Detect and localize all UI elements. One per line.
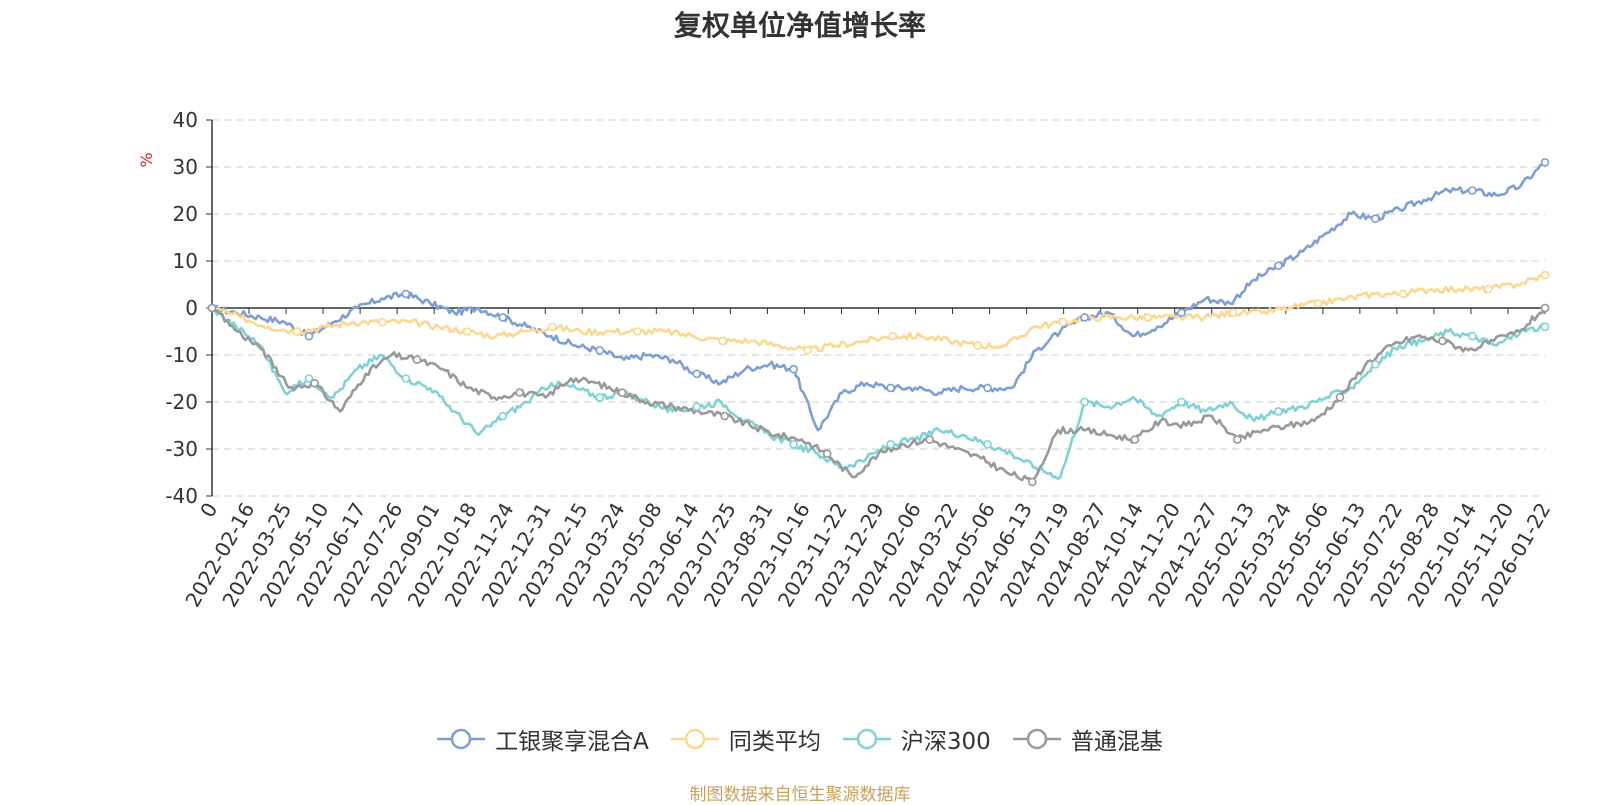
line-chart: -40 -30 -20 -10 0 10 20 30 40 02022-02-162022-03… <box>137 108 1555 611</box>
series-lines <box>211 161 1547 484</box>
axes <box>206 119 1546 497</box>
series-marker <box>1274 261 1283 271</box>
series-marker <box>304 331 314 341</box>
series-marker <box>1540 322 1550 332</box>
series-marker <box>1483 284 1493 294</box>
series-marker <box>1540 270 1550 280</box>
series-marker <box>886 383 895 393</box>
y-tick-label: 20 <box>173 202 198 226</box>
series-marker <box>718 336 727 346</box>
series-marker <box>983 439 992 449</box>
series-marker <box>1540 303 1550 313</box>
chart-title: 复权单位净值增长率 <box>673 9 926 42</box>
y-tick-label: -30 <box>165 437 198 461</box>
series-marker <box>983 383 992 393</box>
legend-label: 普通混基 <box>1070 729 1163 755</box>
series-marker <box>1371 214 1380 223</box>
series-marker <box>692 369 702 379</box>
series-marker <box>1080 313 1089 322</box>
series-marker <box>1080 397 1089 407</box>
y-tick-label: -20 <box>165 390 198 414</box>
series-marker <box>595 345 605 355</box>
series-marker <box>1467 186 1477 195</box>
y-tick-label: 40 <box>173 108 198 132</box>
legend-swatch <box>1012 728 1061 750</box>
series-marker <box>498 411 508 421</box>
series-marker <box>886 439 895 449</box>
series-marker <box>1467 331 1477 341</box>
legend-item[interactable]: 工银聚享混合A <box>437 722 649 756</box>
legend-swatch <box>842 728 891 750</box>
series-marker <box>822 449 832 459</box>
legend-label: 同类平均 <box>728 729 821 755</box>
legend-label: 工银聚享混合A <box>495 729 649 755</box>
series-marker <box>1028 477 1037 487</box>
series-marker <box>789 439 798 449</box>
y-tick-label: 0 <box>185 296 198 320</box>
series-marker <box>207 303 217 313</box>
legend-item[interactable]: 同类平均 <box>670 722 821 756</box>
series-marker <box>720 411 729 421</box>
series-marker <box>789 364 798 374</box>
series-line <box>211 307 1547 484</box>
series-marker <box>310 378 319 388</box>
y-tick-label: 10 <box>173 249 198 273</box>
y-tick-label: 30 <box>173 155 198 179</box>
series-marker <box>1335 392 1345 402</box>
legend: 工银聚享混合A 同类平均 沪深300 普通混基 <box>0 722 1600 756</box>
y-tick-label: -40 <box>165 484 198 508</box>
x-tick-label: 0 <box>195 499 222 522</box>
series-marker <box>1228 308 1238 318</box>
series-marker <box>595 392 605 402</box>
series-marker <box>1143 313 1153 322</box>
series-marker <box>1371 360 1380 369</box>
series-marker <box>1177 397 1186 407</box>
series-marker <box>1058 317 1068 327</box>
series-marker <box>515 388 524 397</box>
series-marker <box>888 331 897 341</box>
series-marker <box>292 327 302 336</box>
series-marker <box>617 388 627 397</box>
series-marker <box>412 355 422 365</box>
series-marker <box>377 317 387 327</box>
x-tick-labels: 02022-02-162022-03-252022-05-102022-06-1… <box>180 498 1555 611</box>
series-marker <box>498 313 508 322</box>
series-marker <box>304 374 314 383</box>
series-line <box>211 306 1546 481</box>
series-marker <box>401 374 411 383</box>
y-tick-label: -10 <box>165 343 198 367</box>
series-marker <box>633 327 642 336</box>
series-line <box>211 161 1546 432</box>
legend-item[interactable]: 沪深300 <box>842 722 991 756</box>
series-marker <box>973 341 983 350</box>
series-marker <box>1438 336 1447 346</box>
series-marker <box>462 327 472 336</box>
series-marker <box>925 435 935 444</box>
series-marker <box>548 322 557 332</box>
series-markers <box>207 158 1550 487</box>
series-marker <box>803 345 812 355</box>
y-axis-label: % <box>137 152 156 167</box>
legend-label: 沪深300 <box>900 729 991 755</box>
series-marker <box>692 402 702 412</box>
series-line <box>211 273 1546 353</box>
series-marker <box>1398 289 1408 299</box>
legend-item[interactable]: 普通混基 <box>1012 722 1163 756</box>
series-marker <box>1313 298 1323 308</box>
legend-swatch <box>437 728 486 750</box>
series-marker <box>401 289 411 299</box>
grid-lines <box>212 119 1545 497</box>
series-marker <box>1177 308 1186 318</box>
series-marker <box>1540 158 1550 167</box>
series-marker <box>1130 435 1140 444</box>
y-tick-labels: -40 -30 -20 -10 0 10 20 30 40 <box>165 108 198 508</box>
legend-swatch <box>670 728 719 750</box>
series-marker <box>1233 435 1242 444</box>
series-marker <box>1274 407 1283 416</box>
source-note: 制图数据来自恒生聚源数据库 <box>689 785 911 805</box>
